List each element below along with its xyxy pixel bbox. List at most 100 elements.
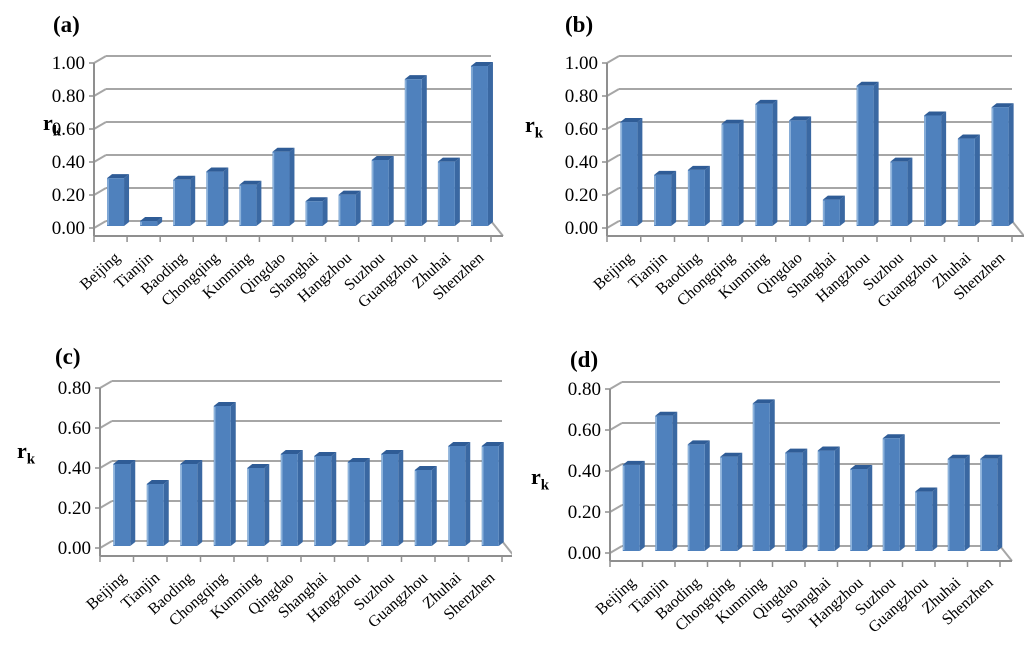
bar (789, 120, 807, 226)
y-tick-label: 0.80 (565, 86, 598, 107)
bar-side-face (839, 195, 845, 226)
floor-front-edge (490, 220, 504, 237)
bar-top-face (850, 465, 873, 469)
bar-top-face (180, 460, 203, 464)
bar-side-face (124, 174, 130, 226)
bar (721, 123, 739, 226)
bar-top-face (721, 119, 744, 124)
bar-top-face (113, 460, 136, 464)
bar-top-face (247, 464, 270, 468)
bar (305, 201, 323, 226)
y-axis-title-subscript: k (540, 477, 550, 494)
bar-top-face (206, 167, 229, 172)
y-axis-title-base: r (43, 110, 53, 135)
bar (247, 468, 265, 546)
chart-panel-d: (d) rk 0.00 0.20 0.40 0.60 0.80 Beijing Tianji… (512, 330, 1024, 650)
y-axis-title: rk (17, 440, 35, 467)
chart-panel-a: (a) rk 0.00 0.20 0.40 0.60 0.80 1.00 Beijing Ti… (0, 0, 512, 330)
bar-top-face (890, 157, 913, 162)
bar-side-face (738, 119, 744, 226)
bar (213, 406, 231, 546)
bar (822, 199, 840, 226)
bar (654, 174, 672, 226)
bar (882, 438, 900, 551)
bar-top-face (481, 442, 504, 446)
gridline-wall-segment (609, 545, 623, 554)
bar-top-face (470, 61, 493, 66)
bar-side-face (802, 448, 808, 551)
gridline-wall-segment (609, 504, 623, 513)
gridline-wall-segment (99, 500, 113, 509)
bar-side-face (197, 460, 203, 546)
panel-label-b: (b) (565, 12, 594, 37)
y-tick-label: 0.80 (568, 379, 601, 400)
y-axis-title-base: r (531, 464, 541, 489)
gridline-wall-segment (606, 88, 620, 97)
bar-top-face (789, 116, 812, 121)
y-tick-label: 0.40 (568, 461, 601, 482)
y-tick-label: 0.20 (565, 185, 598, 206)
bar-chart-a: 0.000.200.400.600.801.00BeijingTianjinBa… (52, 53, 504, 311)
chart-panel-c: (c) rk 0.00 0.20 0.40 0.60 0.80 Beijing Tianji… (0, 330, 512, 650)
bar (924, 115, 942, 226)
bar-side-face (997, 454, 1003, 551)
bar-side-face (157, 217, 163, 226)
bar-side-face (398, 450, 404, 546)
gridline-wall-segment (609, 381, 623, 390)
bar (620, 122, 638, 226)
bar-chart-c: 0.000.200.400.600.80BeijingTianjinBaodin… (58, 378, 512, 631)
bar-top-face (620, 118, 643, 123)
bar-side-face (364, 458, 370, 546)
bar-side-face (163, 480, 169, 546)
bar-top-face (414, 466, 437, 470)
y-tick-label: 0.20 (52, 185, 85, 206)
bar-side-face (834, 446, 840, 551)
bar-side-face (899, 434, 905, 551)
bar (404, 79, 422, 227)
bar-side-face (223, 167, 229, 226)
bar-side-face (256, 180, 262, 226)
gridline-wall-segment (99, 460, 113, 469)
floor-front-edge (999, 545, 1013, 562)
bar-side-face (672, 411, 678, 551)
y-tick-label: 0.60 (52, 119, 85, 140)
bar-top-face (720, 452, 743, 457)
bar-top-face (280, 450, 303, 454)
bar-top-face (755, 99, 778, 104)
bar (481, 446, 499, 546)
bar-side-face (704, 440, 710, 551)
bar (140, 221, 158, 226)
y-axis-title-base: r (525, 112, 535, 137)
bar (915, 491, 933, 551)
bar-side-face (671, 170, 677, 226)
chart-panel-b: (b) rk 0.00 0.20 0.40 0.60 0.80 1.00 Beijing Ti… (512, 0, 1024, 330)
y-axis-title-base: r (17, 438, 27, 463)
gridline-wall-segment (606, 154, 620, 163)
bar (991, 107, 1009, 226)
gridline-wall-segment (93, 121, 107, 130)
bar (206, 171, 224, 226)
y-tick-label: 0.20 (568, 502, 601, 523)
bar-top-face (687, 165, 710, 170)
bar (957, 138, 975, 226)
bar (687, 444, 705, 551)
gridline-wall-segment (609, 422, 623, 431)
y-axis-title-subscript: k (534, 125, 544, 142)
gridline-wall-segment (93, 220, 107, 229)
bar (890, 161, 908, 226)
bar (785, 452, 803, 551)
bar-side-face (637, 118, 643, 226)
bar-top-face (947, 454, 970, 459)
y-axis-title: rk (525, 114, 543, 141)
bar-top-face (882, 434, 905, 439)
bar-top-face (173, 175, 196, 180)
bar (752, 403, 770, 551)
bar-top-face (213, 402, 236, 406)
bar-top-face (338, 190, 361, 195)
bar-side-face (130, 460, 136, 546)
bar-side-face (1008, 103, 1014, 226)
y-tick-label: 0.60 (568, 420, 601, 441)
bar-top-face (980, 454, 1003, 459)
bar-top-face (448, 442, 471, 446)
